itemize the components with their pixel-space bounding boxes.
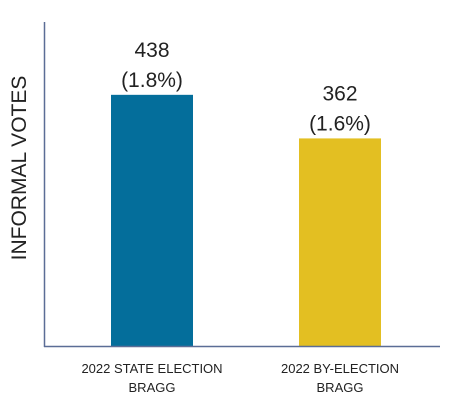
x-tick-label-line2-2: BRAGG	[317, 380, 364, 395]
bar-2	[299, 138, 381, 346]
data-label-count-2: 362	[322, 82, 357, 105]
y-axis-label: INFORMAL VOTES	[8, 76, 31, 261]
data-label-percent-2: (1.6%)	[309, 112, 371, 135]
x-tick-label-line1-2: 2022 BY-ELECTION	[281, 361, 399, 376]
x-tick-label-line1-1: 2022 STATE ELECTION	[81, 361, 222, 376]
data-label-percent-1: (1.8%)	[121, 69, 183, 92]
bar-1	[111, 94, 193, 347]
x-tick-label-line2-1: BRAGG	[129, 380, 176, 395]
data-label-count-1: 438	[134, 39, 169, 62]
